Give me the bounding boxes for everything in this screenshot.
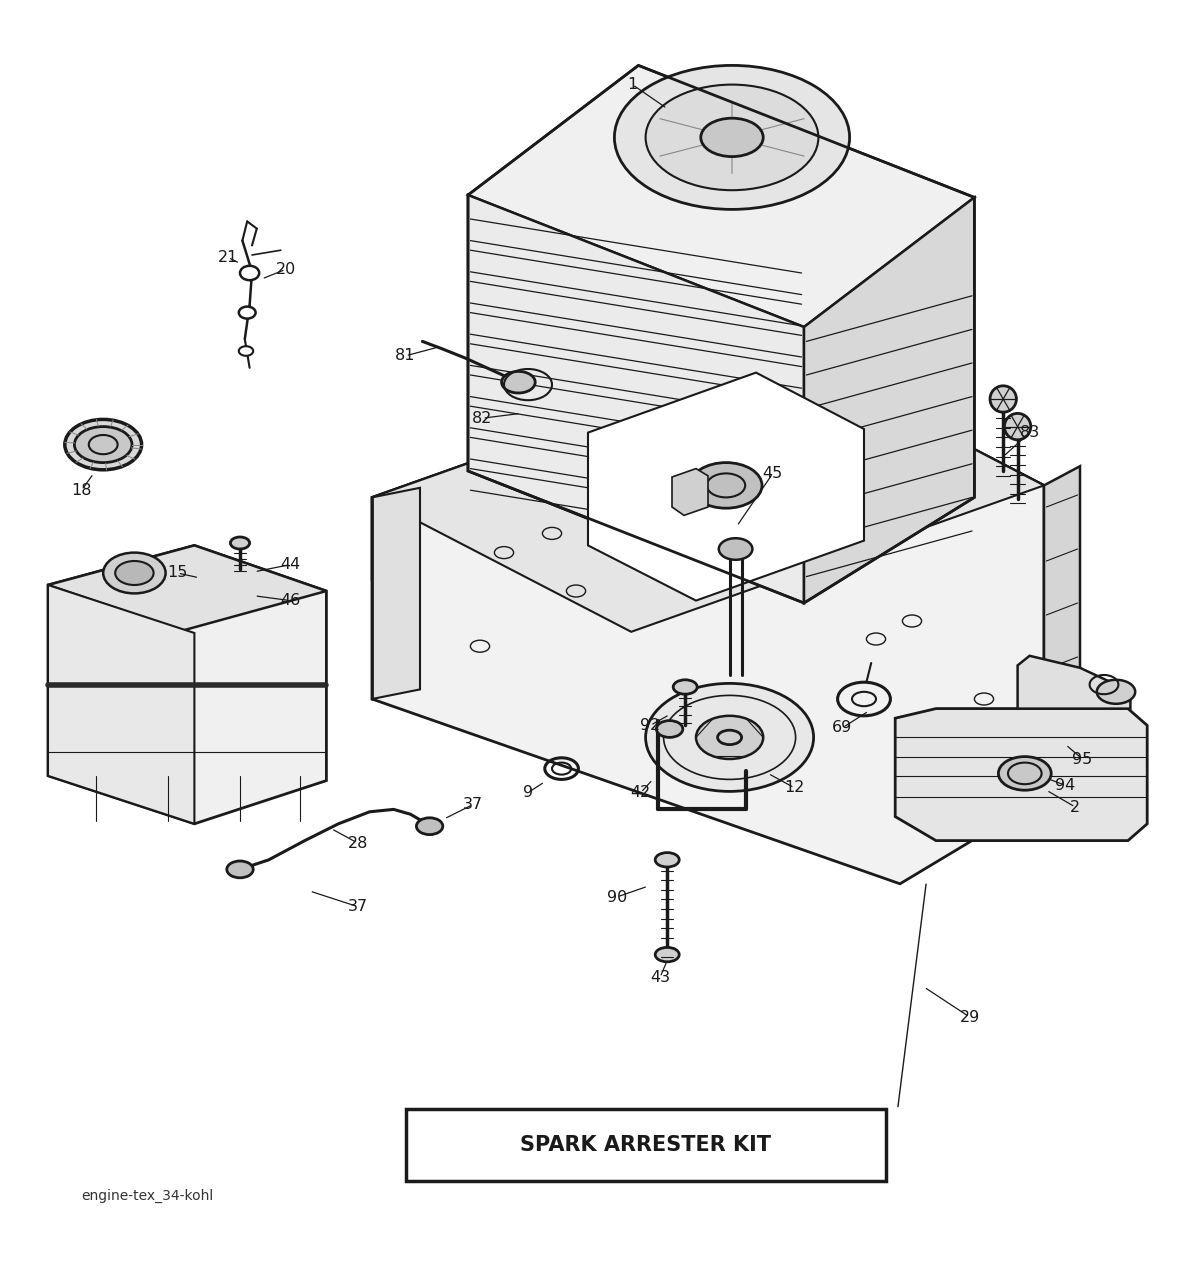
Polygon shape	[372, 351, 1044, 631]
Text: 69: 69	[833, 721, 852, 735]
Text: 83: 83	[1020, 426, 1039, 440]
Text: 20: 20	[276, 262, 295, 277]
Ellipse shape	[227, 861, 253, 878]
Text: engine-tex_34-kohl: engine-tex_34-kohl	[82, 1189, 214, 1203]
Ellipse shape	[1004, 413, 1031, 440]
Text: SPARK ARRESTER KIT: SPARK ARRESTER KIT	[520, 1135, 772, 1155]
Text: 81: 81	[395, 349, 416, 363]
Ellipse shape	[690, 463, 762, 509]
Ellipse shape	[502, 372, 535, 394]
Polygon shape	[588, 373, 864, 601]
Text: 1: 1	[628, 77, 637, 92]
Text: 46: 46	[281, 593, 300, 608]
Ellipse shape	[240, 266, 259, 280]
Text: 42: 42	[631, 785, 650, 800]
Ellipse shape	[239, 346, 253, 355]
Text: 43: 43	[650, 970, 670, 985]
Polygon shape	[48, 585, 194, 824]
Text: 15: 15	[168, 565, 187, 580]
Ellipse shape	[646, 84, 818, 190]
Ellipse shape	[416, 818, 443, 835]
Polygon shape	[48, 546, 326, 630]
Ellipse shape	[655, 852, 679, 866]
Text: 37: 37	[463, 797, 482, 812]
Polygon shape	[468, 196, 804, 603]
Polygon shape	[468, 65, 974, 327]
Polygon shape	[468, 196, 636, 538]
Text: 45: 45	[763, 466, 782, 481]
Ellipse shape	[646, 684, 814, 791]
Polygon shape	[372, 351, 1044, 884]
Text: 28: 28	[348, 836, 367, 850]
Ellipse shape	[74, 427, 132, 463]
Text: 90: 90	[607, 889, 626, 905]
Ellipse shape	[701, 118, 763, 157]
Text: 2: 2	[1070, 800, 1080, 814]
Polygon shape	[895, 708, 1147, 841]
Text: 18: 18	[71, 483, 92, 497]
Polygon shape	[48, 546, 326, 824]
Ellipse shape	[998, 757, 1051, 790]
Ellipse shape	[239, 307, 256, 318]
Ellipse shape	[614, 65, 850, 210]
Polygon shape	[672, 469, 708, 515]
Ellipse shape	[115, 561, 154, 585]
Ellipse shape	[656, 721, 683, 737]
Ellipse shape	[696, 716, 763, 759]
Polygon shape	[1018, 656, 1130, 708]
Ellipse shape	[990, 386, 1016, 413]
Ellipse shape	[719, 538, 752, 560]
Text: 82: 82	[473, 410, 492, 426]
Text: 21: 21	[218, 250, 238, 265]
Ellipse shape	[1097, 680, 1135, 704]
Text: 9: 9	[523, 785, 533, 800]
Ellipse shape	[103, 552, 166, 593]
Polygon shape	[1044, 466, 1080, 797]
Text: 44: 44	[281, 557, 300, 573]
Text: 94: 94	[1056, 778, 1075, 792]
Ellipse shape	[655, 947, 679, 962]
Ellipse shape	[65, 419, 142, 470]
Text: 95: 95	[1073, 751, 1092, 767]
FancyBboxPatch shape	[406, 1109, 886, 1181]
Text: 37: 37	[348, 900, 367, 914]
Ellipse shape	[673, 680, 697, 694]
Polygon shape	[372, 488, 420, 699]
Text: 92: 92	[641, 718, 660, 732]
Text: 29: 29	[960, 1010, 979, 1025]
Text: 12: 12	[785, 781, 804, 795]
Polygon shape	[804, 197, 974, 603]
Polygon shape	[372, 351, 1044, 579]
Ellipse shape	[230, 537, 250, 550]
